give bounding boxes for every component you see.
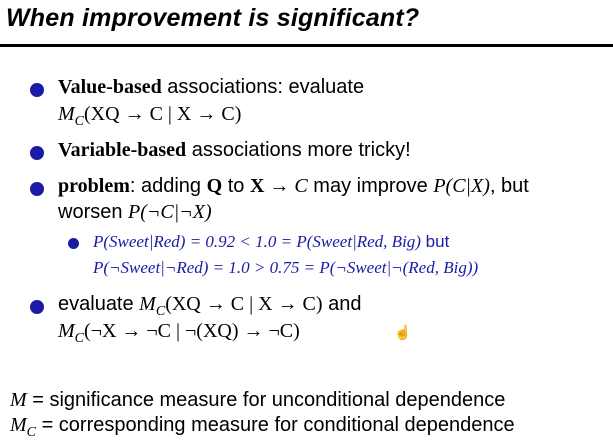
- formula-text: (XQ → C | X → C): [84, 103, 242, 125]
- measure-subscript: C: [155, 304, 166, 319]
- bullet-3-c: C: [294, 175, 308, 197]
- bullet-3-prob-2: P(¬C|¬X): [128, 201, 212, 223]
- bullet-2-text: Variable-based associations more tricky!: [58, 139, 411, 162]
- bullet-3-bold: problem: [58, 175, 130, 197]
- measure-symbol: M: [58, 320, 75, 342]
- definition-text: = corresponding measure for conditional …: [36, 414, 515, 436]
- bullet-3-prob-1: P(C|X): [433, 175, 490, 197]
- definition-text: = significance measure for unconditional…: [26, 389, 506, 411]
- example-conjunction: but: [420, 232, 450, 251]
- bullet-icon: [30, 300, 44, 314]
- sub-bullet-line-1: P(Sweet|Red) = 0.92 < 1.0 = P(Sweet|Red,…: [93, 232, 449, 252]
- bullet-1-formula: MC(XQ → C | X → C): [58, 103, 241, 130]
- bullet-3-text: may improve: [307, 175, 434, 197]
- measure-subscript: C: [74, 114, 85, 129]
- slide-title: When improvement is significant?: [6, 4, 420, 32]
- bullet-3-line-2: worsen P(¬C|¬X): [58, 201, 212, 224]
- bullet-3-q: Q: [206, 175, 223, 197]
- example-formula-2: P(¬Sweet|¬Red) = 1.0 > 0.75 = P(¬Sweet|¬…: [93, 258, 479, 277]
- measure-symbol: M: [58, 103, 75, 125]
- definition-2: MC = corresponding measure for condition…: [10, 414, 515, 441]
- bullet-2-rest: associations more tricky!: [186, 139, 411, 161]
- bullet-1-text: Value-based associations: evaluate: [58, 76, 364, 99]
- title-divider: [0, 44, 613, 47]
- sub-bullet-icon: [68, 238, 79, 249]
- bullet-4-line-1: evaluate MC(XQ → C | X → C) and: [58, 293, 361, 320]
- bullet-3-text: worsen: [58, 201, 129, 223]
- formula-text: (XQ → C | X → C): [165, 293, 323, 315]
- example-formula-1: P(Sweet|Red) = 0.92 < 1.0 = P(Sweet|Red,…: [93, 232, 421, 251]
- bullet-icon: [30, 146, 44, 160]
- bullet-icon: [30, 182, 44, 196]
- bullet-2-bold: Variable-based: [58, 139, 187, 161]
- measure-subscript: C: [74, 331, 85, 346]
- bullet-1-bold: Value-based: [58, 76, 162, 98]
- bullet-icon: [30, 83, 44, 97]
- measure-symbol: M: [10, 414, 27, 436]
- formula-text: (¬X → ¬C | ¬(XQ) → ¬C): [84, 320, 300, 342]
- bullet-3-text: , but: [489, 175, 529, 197]
- definition-1: M = significance measure for uncondition…: [10, 389, 505, 412]
- bullet-3-line-1: problem: adding Q to X → C may improve P…: [58, 175, 529, 198]
- bullet-4-text: and: [322, 293, 362, 315]
- measure-subscript: C: [26, 425, 37, 440]
- bullet-1-rest: associations: evaluate: [161, 76, 365, 98]
- bullet-4-line-2: MC(¬X → ¬C | ¬(XQ) → ¬C): [58, 320, 300, 347]
- measure-symbol: M: [139, 293, 156, 315]
- measure-symbol: M: [10, 389, 27, 411]
- hand-cursor-icon: ☝: [394, 324, 412, 340]
- bullet-3-text: to: [222, 175, 250, 197]
- arrow-symbol: →: [264, 175, 295, 197]
- bullet-4-text: evaluate: [58, 293, 140, 315]
- bullet-3-x: X: [249, 175, 265, 197]
- bullet-3-text: : adding: [129, 175, 207, 197]
